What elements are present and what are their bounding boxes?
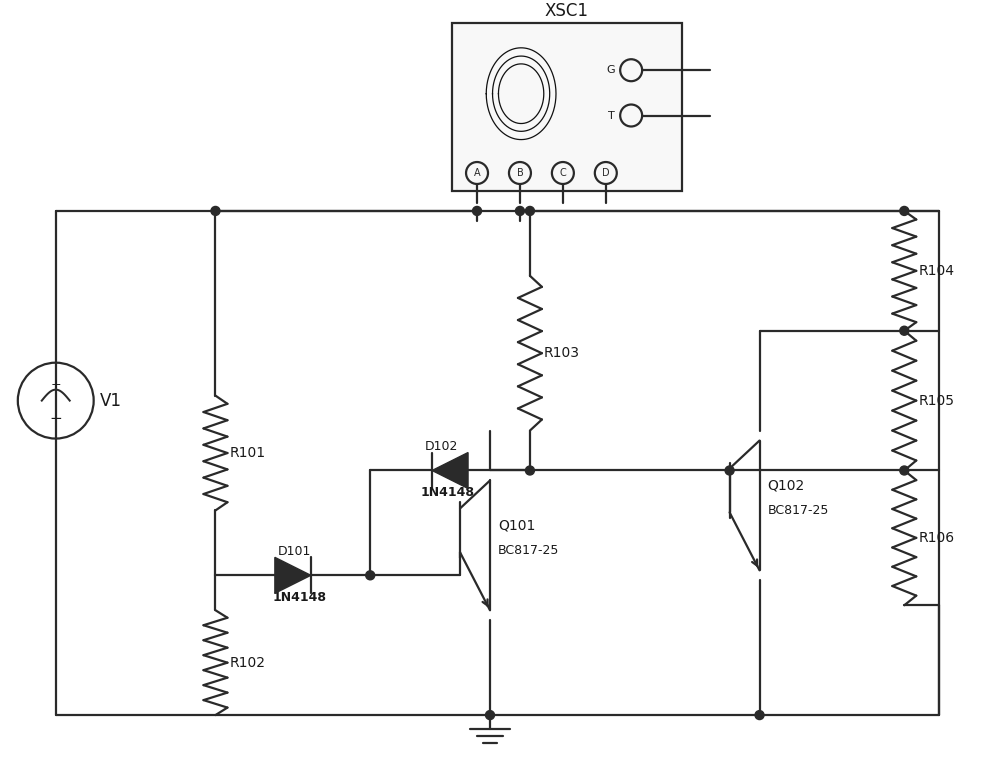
Circle shape <box>472 207 481 215</box>
Text: BC817-25: BC817-25 <box>768 504 829 517</box>
Text: A: A <box>473 168 480 178</box>
Text: BC817-25: BC817-25 <box>498 544 559 557</box>
Text: Q101: Q101 <box>498 518 535 533</box>
Circle shape <box>899 207 909 215</box>
Circle shape <box>755 711 764 720</box>
Text: C: C <box>560 168 566 178</box>
Text: Q102: Q102 <box>768 479 805 492</box>
Bar <box>452 24 682 191</box>
Text: R101: R101 <box>229 446 266 460</box>
Text: T: T <box>608 110 615 121</box>
Circle shape <box>516 207 524 215</box>
Polygon shape <box>275 557 311 594</box>
Text: R102: R102 <box>229 656 266 670</box>
Text: R103: R103 <box>544 347 580 360</box>
Circle shape <box>725 466 734 475</box>
Text: D: D <box>602 168 610 178</box>
Text: V1: V1 <box>99 391 122 410</box>
Circle shape <box>525 207 534 215</box>
Circle shape <box>899 326 909 335</box>
Text: R104: R104 <box>918 264 954 278</box>
Text: +: + <box>50 378 61 391</box>
Polygon shape <box>432 452 468 489</box>
Circle shape <box>485 711 495 720</box>
Text: D102: D102 <box>425 440 459 453</box>
Circle shape <box>899 466 909 475</box>
Text: −: − <box>49 411 62 426</box>
Text: R106: R106 <box>918 531 954 545</box>
Text: 1N4148: 1N4148 <box>420 486 474 499</box>
Text: D101: D101 <box>277 545 311 558</box>
Text: R105: R105 <box>918 394 954 407</box>
Circle shape <box>525 466 534 475</box>
Text: B: B <box>517 168 523 178</box>
Circle shape <box>211 207 220 215</box>
Circle shape <box>366 571 375 580</box>
Text: 1N4148: 1N4148 <box>273 591 327 603</box>
Text: G: G <box>606 65 615 75</box>
Text: XSC1: XSC1 <box>545 2 588 21</box>
